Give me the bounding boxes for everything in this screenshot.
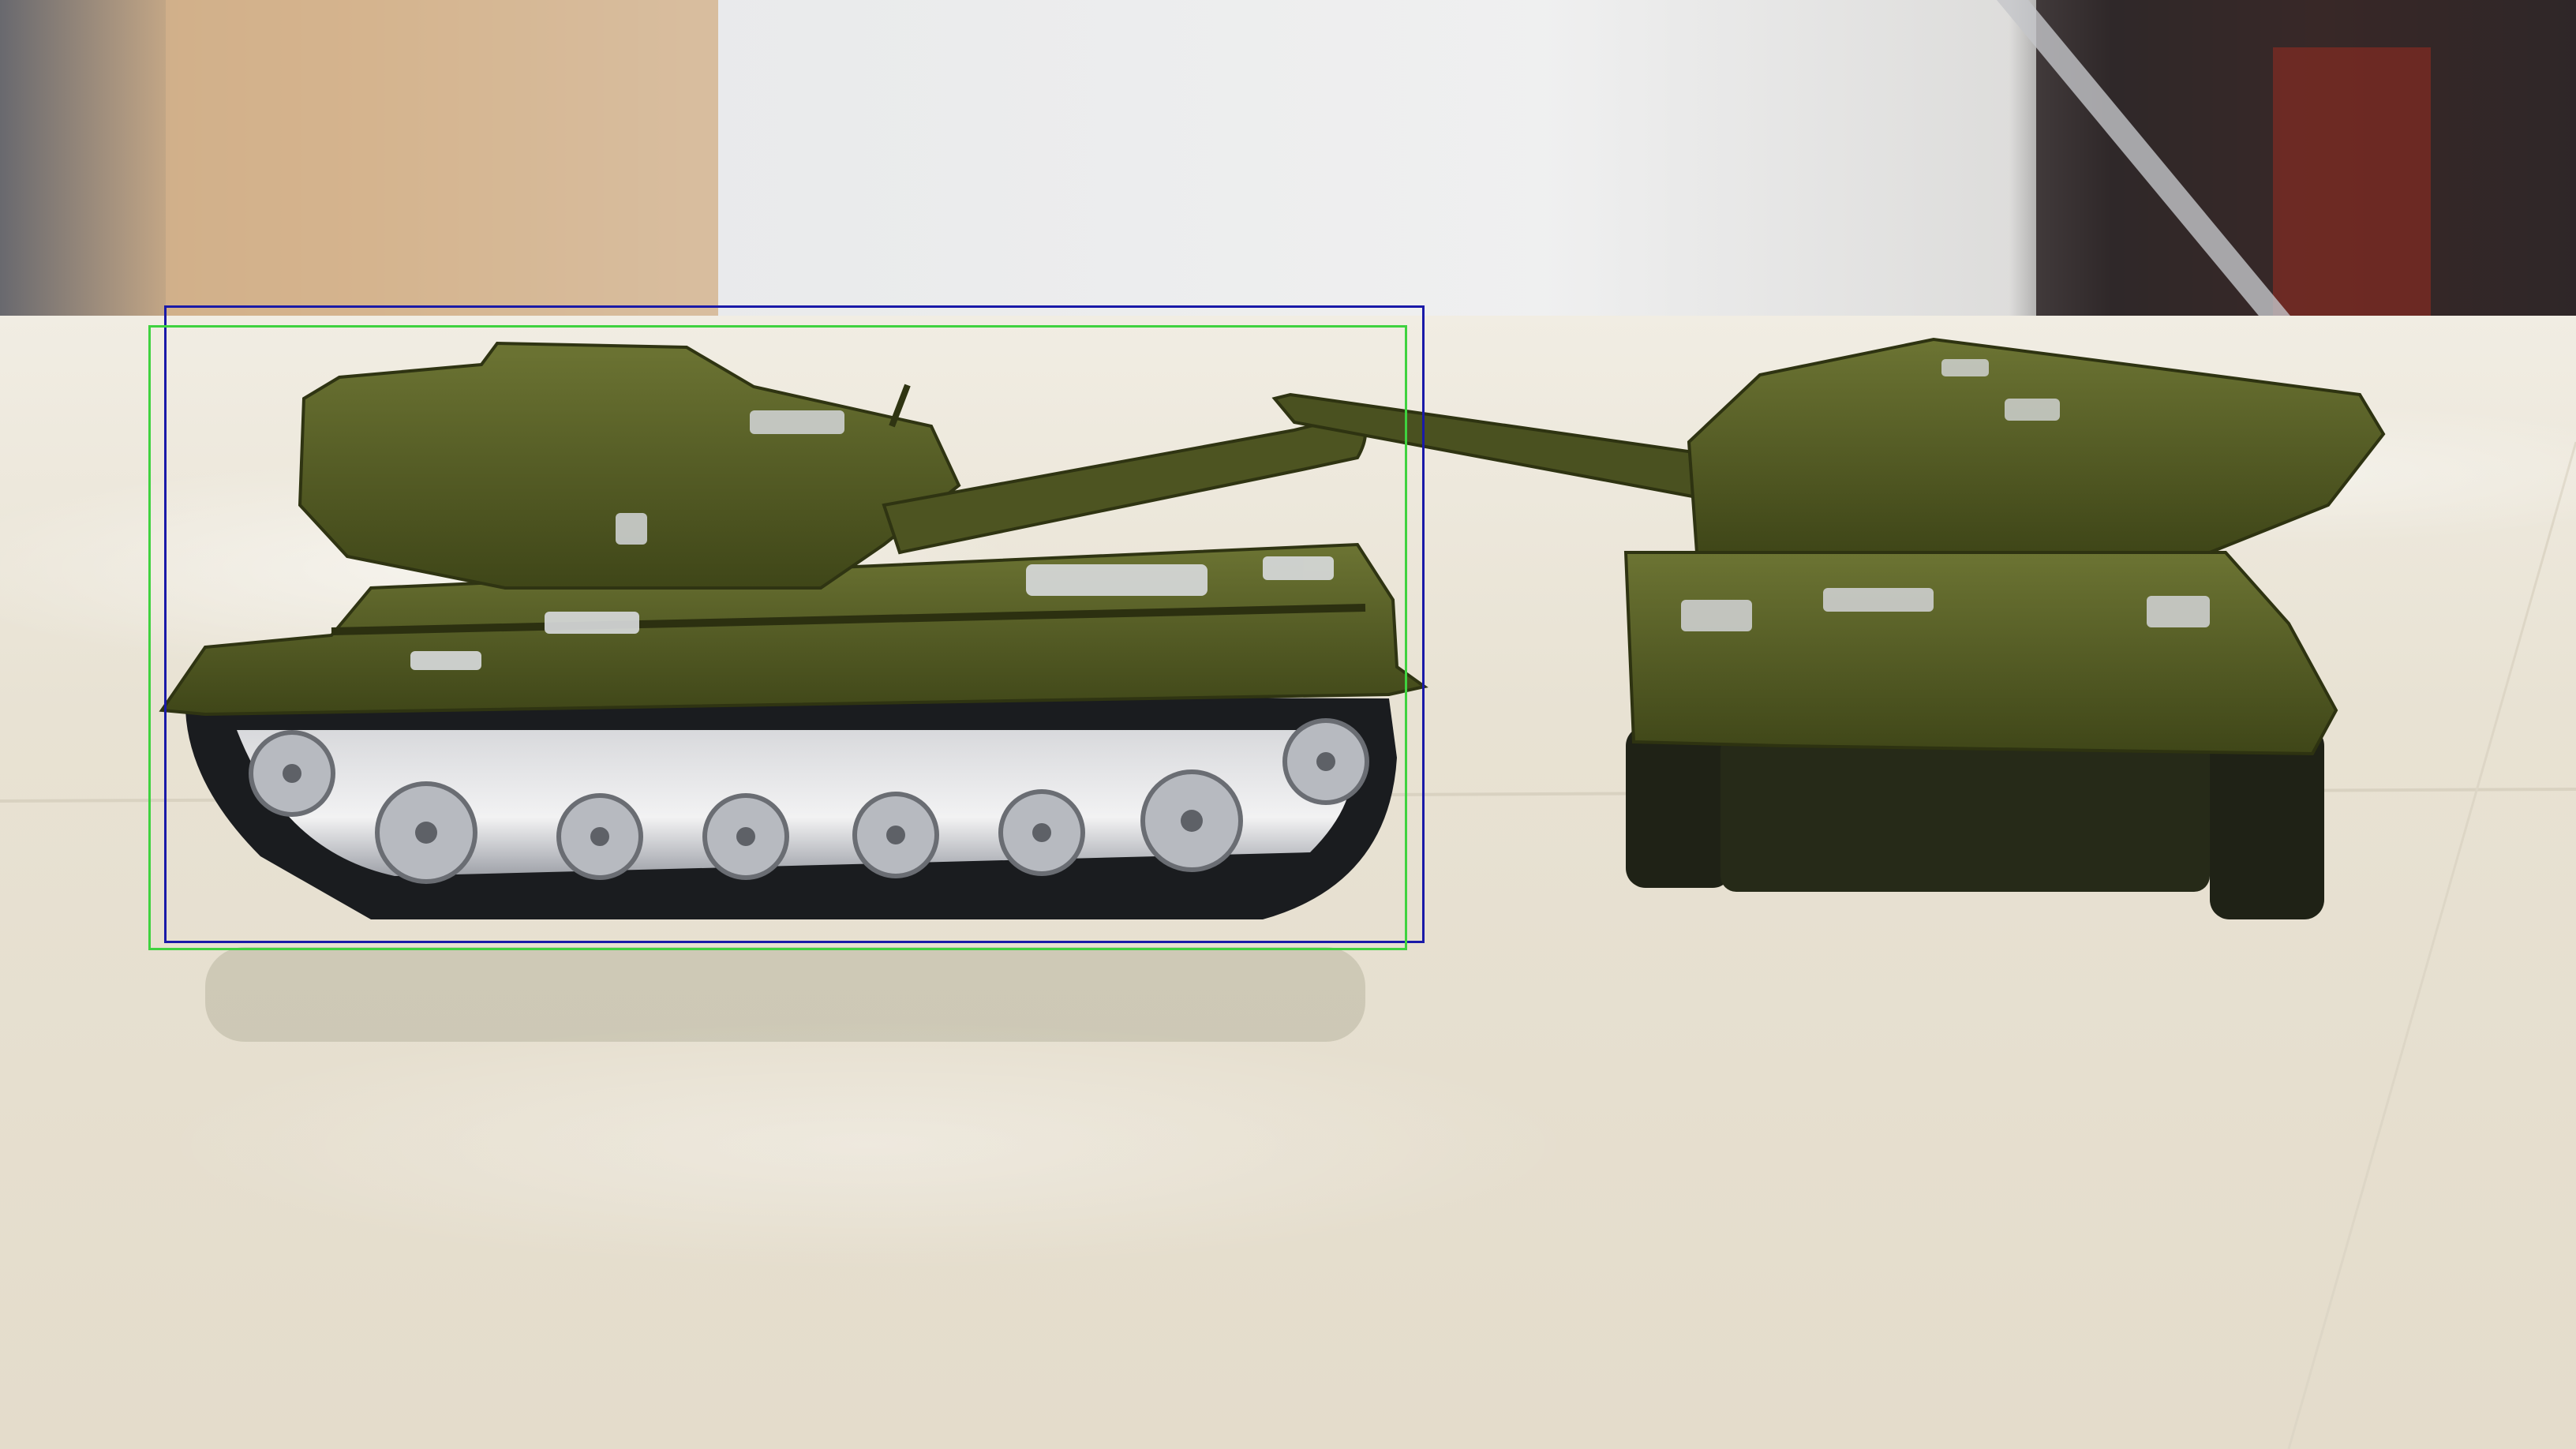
right-tank-lower-hull	[1720, 734, 2210, 892]
cardboard-box	[166, 0, 718, 331]
metal-stand	[1997, 0, 2336, 371]
right-tank-track-left	[1626, 726, 1732, 888]
left-tank-antenna	[889, 384, 911, 428]
left-toy-tank	[159, 341, 1428, 919]
tank-reflection	[205, 947, 1365, 1042]
right-tank-hull	[1623, 551, 2338, 756]
right-toy-tank	[1271, 337, 2386, 919]
red-cabinet	[2273, 47, 2431, 324]
right-tank-track-right	[2210, 726, 2324, 919]
left-tank-turret	[298, 341, 961, 590]
right-tank-turret	[1687, 337, 2386, 554]
